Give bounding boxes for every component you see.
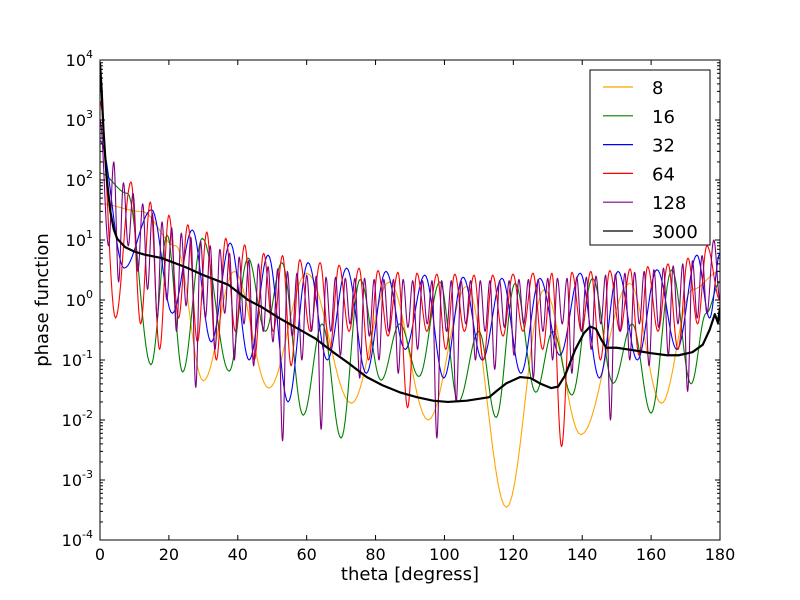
y-tick-base: 10 [62,351,82,370]
series-layer [100,62,720,508]
x-tick-label: 100 [429,545,460,564]
x-tick-label: 20 [159,545,179,564]
y-tick-base: 10 [66,291,86,310]
x-tick-label: 40 [228,545,248,564]
y-tick-exponent: 2 [86,168,93,181]
legend-label: 64 [652,164,675,185]
y-tick-base: 10 [62,411,82,430]
x-tick-label: 160 [636,545,667,564]
y-tick-base: 10 [66,171,86,190]
y-tick-base: 10 [66,111,86,130]
plot-frame [99,59,721,541]
y-tick-base: 10 [62,471,82,490]
legend-label: 32 [652,136,675,157]
legend-entry-16: 16 [603,107,675,128]
y-tick-exponent: -4 [82,528,93,541]
legend-entry-8: 8 [603,78,663,99]
y-tick-base: 10 [66,51,86,70]
x-tick-label: 140 [567,545,598,564]
legend-entry-32: 32 [603,136,675,157]
y-tick-exponent: -1 [82,348,93,361]
y-tick-label: 103 [66,108,93,130]
legend-label: 16 [652,107,675,128]
y-tick-base: 10 [62,531,82,550]
y-tick-label: 104 [66,48,93,70]
legend-label: 8 [652,78,663,99]
series-line-16 [100,172,720,439]
legend: 8 16 32 64 128 3000 [589,69,711,246]
x-tick-label: 0 [95,545,105,564]
series-line-64 [100,101,720,448]
tick-label-layer: 0 20 40 60 80 100 120 140 160 18010-410-310-210-1… [62,48,736,564]
legend-entry-3000: 3000 [603,222,698,243]
x-tick-label: 180 [705,545,736,564]
x-tick-label: 80 [365,545,385,564]
y-tick-label: 101 [66,228,93,250]
legend-entry-64: 64 [603,164,675,185]
y-tick-label: 10-1 [62,348,93,370]
y-tick-label: 102 [66,168,93,190]
legend-label: 3000 [652,222,698,243]
y-tick-label: 10-4 [62,528,93,550]
y-tick-base: 10 [66,231,86,250]
y-tick-exponent: 0 [86,288,93,301]
y-axis-label: phase function [32,233,53,367]
legend-box [589,69,711,246]
y-tick-label: 10-3 [62,468,93,490]
y-tick-exponent: 1 [86,228,93,241]
x-axis-label: theta [degress] [341,564,479,585]
legend-entry-128: 128 [603,193,686,214]
y-tick-exponent: 4 [86,48,93,61]
x-tick-label: 120 [498,545,529,564]
x-tick-label: 60 [296,545,316,564]
y-tick-label: 10-2 [62,408,93,430]
y-tick-exponent: -2 [82,408,93,421]
legend-label: 128 [652,193,686,214]
series-line-128 [100,119,720,442]
y-tick-exponent: 3 [86,108,93,121]
y-tick-exponent: -3 [82,468,93,481]
series-line-3000 [100,62,720,404]
y-tick-label: 100 [66,288,93,310]
series-line-8 [100,203,720,508]
